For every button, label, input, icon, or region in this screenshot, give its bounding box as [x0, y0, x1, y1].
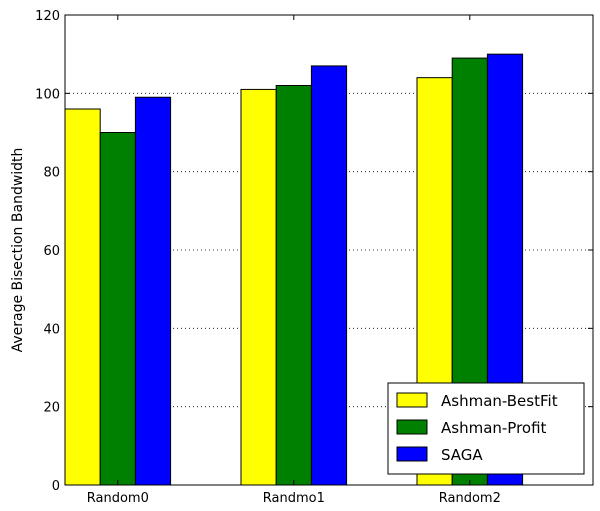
y-tick-label: 0 — [52, 479, 60, 494]
bar-ashman-profit — [99, 132, 136, 486]
y-tick-label: 40 — [43, 322, 60, 337]
x-tick-label: Randmo1 — [263, 491, 325, 506]
y-tick-label: 120 — [35, 9, 60, 24]
x-tick-label: Random2 — [439, 491, 501, 506]
y-tick-label: 80 — [43, 166, 60, 181]
y-tick-label: 60 — [43, 244, 60, 259]
bar-ashman-profit — [275, 85, 312, 486]
legend-label: SAGA — [441, 446, 483, 464]
plot-frame — [64, 14, 594, 486]
x-tick-label: Random0 — [87, 491, 149, 506]
legend-swatch — [396, 419, 428, 435]
legend-label: Ashman-BestFit — [441, 392, 558, 410]
y-tick-label: 20 — [43, 401, 60, 416]
legend-label: Ashman-Profit — [441, 419, 547, 437]
legend: Ashman-BestFit Ashman-Profit SAGA — [387, 382, 585, 475]
y-tick-label: 100 — [35, 87, 60, 102]
legend-swatch — [396, 392, 428, 408]
y-axis-label: Average Bisection Bandwidth — [10, 148, 26, 353]
bar-saga — [310, 65, 348, 486]
legend-swatch — [396, 446, 428, 462]
bar-ashman-bestfit — [240, 88, 277, 486]
bar-saga — [134, 96, 172, 486]
plot-area: 0 20 40 60 80 100 120 Random0 Randmo1 Random2 — [35, 9, 594, 506]
bar-ashman-bestfit — [64, 108, 101, 486]
